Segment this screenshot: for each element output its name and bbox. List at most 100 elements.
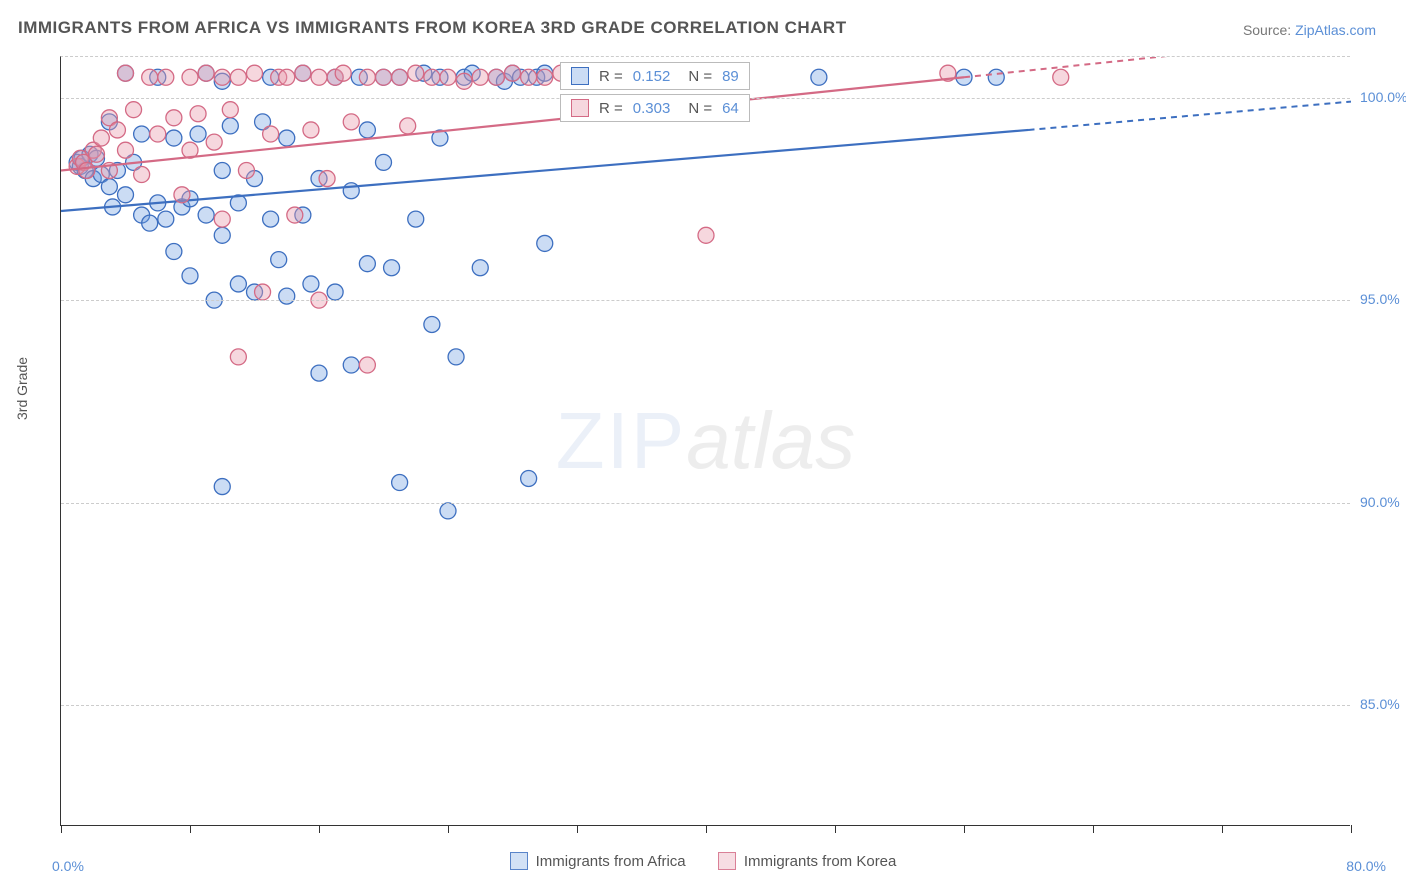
scatter-point [230,69,246,85]
stat-r-value: 0.303 [633,100,671,117]
scatter-point [214,69,230,85]
x-tick [190,825,191,833]
scatter-point [456,73,472,89]
scatter-point [424,69,440,85]
scatter-point [166,244,182,260]
scatter-point [376,154,392,170]
scatter-point [126,102,142,118]
scatter-point [134,126,150,142]
source-attribution: Source: ZipAtlas.com [1243,22,1376,38]
scatter-point [263,126,279,142]
legend: Immigrants from Africa Immigrants from K… [0,852,1406,874]
scatter-point [279,69,295,85]
stat-box: R =0.303N =64 [560,94,750,122]
scatter-point [279,130,295,146]
scatter-point [392,69,408,85]
scatter-point [247,65,263,81]
scatter-point [440,503,456,519]
gridline [61,300,1350,301]
scatter-point [424,316,440,332]
stat-swatch [571,99,589,117]
stat-box: R =0.152N =89 [560,62,750,90]
scatter-point [166,110,182,126]
scatter-point [214,211,230,227]
x-tick [1093,825,1094,833]
scatter-point [400,118,416,134]
scatter-point [811,69,827,85]
x-tick [577,825,578,833]
scatter-point [158,69,174,85]
scatter-point [214,162,230,178]
scatter-point [142,69,158,85]
scatter-point [142,215,158,231]
scatter-point [230,276,246,292]
x-tick [448,825,449,833]
scatter-point [472,260,488,276]
chart-title: IMMIGRANTS FROM AFRICA VS IMMIGRANTS FRO… [18,18,847,38]
scatter-point [93,130,109,146]
scatter-point [505,65,521,81]
gridline [61,705,1350,706]
scatter-point [472,69,488,85]
legend-label-africa: Immigrants from Africa [536,853,686,870]
scatter-point [79,162,95,178]
stat-r-label: R = [599,68,623,85]
scatter-point [319,171,335,187]
x-tick [964,825,965,833]
legend-item-africa: Immigrants from Africa [510,852,686,870]
scatter-point [158,211,174,227]
scatter-point [118,65,134,81]
scatter-point [384,260,400,276]
stat-r-value: 0.152 [633,68,671,85]
scatter-point [287,207,303,223]
scatter-point [198,65,214,81]
scatter-point [166,130,182,146]
plot-area: ZIPatlas [60,56,1350,826]
x-tick [1222,825,1223,833]
scatter-point [238,162,254,178]
scatter-point [488,69,504,85]
scatter-point [182,69,198,85]
x-tick [835,825,836,833]
scatter-point [263,211,279,227]
scatter-point [271,252,287,268]
y-tick-label: 95.0% [1360,291,1406,307]
scatter-point [359,69,375,85]
scatter-point [214,479,230,495]
scatter-point [295,65,311,81]
scatter-point [303,276,319,292]
legend-item-korea: Immigrants from Korea [718,852,897,870]
y-tick-label: 90.0% [1360,494,1406,510]
x-tick [706,825,707,833]
scatter-point [359,122,375,138]
stat-n-value: 64 [722,100,739,117]
scatter-point [408,65,424,81]
scatter-point [230,349,246,365]
scatter-point [408,211,424,227]
scatter-point [214,227,230,243]
scatter-point [537,235,553,251]
scatter-point [698,227,714,243]
gridline [61,503,1350,504]
scatter-point [988,69,1004,85]
scatter-point [311,365,327,381]
scatter-point [359,256,375,272]
legend-swatch-korea [718,852,736,870]
scatter-point [440,69,456,85]
source-link[interactable]: ZipAtlas.com [1295,22,1376,38]
scatter-point [303,122,319,138]
scatter-point [1053,69,1069,85]
scatter-point [118,187,134,203]
scatter-point [182,268,198,284]
scatter-point [327,284,343,300]
legend-swatch-africa [510,852,528,870]
scatter-point [537,69,553,85]
scatter-point [343,357,359,373]
scatter-point [521,470,537,486]
scatter-point [311,69,327,85]
scatter-point [359,357,375,373]
scatter-point [198,207,214,223]
trend-line-dashed [1029,102,1352,130]
x-tick [1351,825,1352,833]
scatter-point [222,118,238,134]
